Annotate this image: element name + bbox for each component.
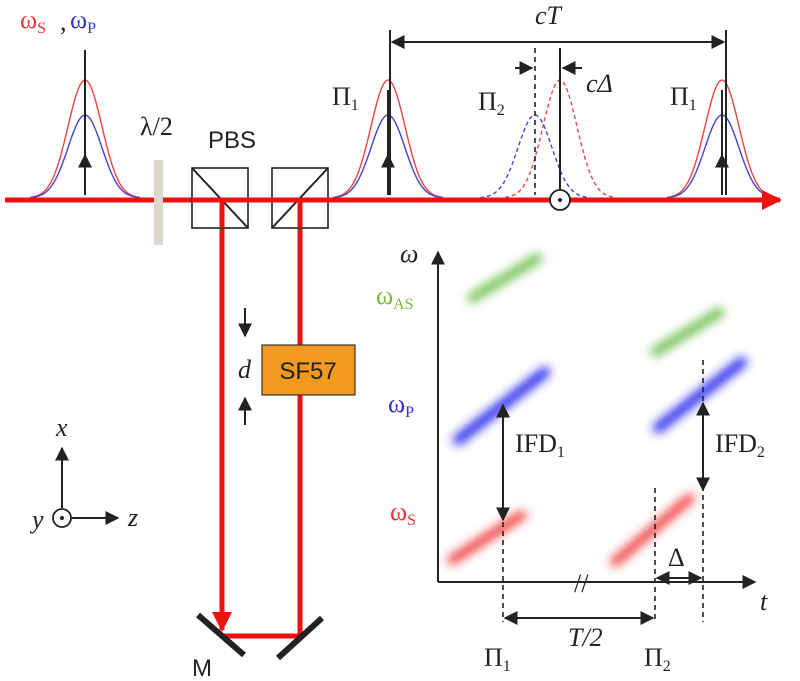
omega-axis-label: ω	[400, 239, 418, 268]
subscript: S	[407, 512, 416, 529]
streak-p	[653, 357, 747, 433]
pulse-2-label: Π2	[644, 643, 671, 675]
symbol: ω	[20, 5, 37, 34]
streak-as	[650, 307, 725, 357]
subscript: 1	[351, 97, 359, 114]
waveplate	[154, 160, 163, 245]
pulse-envelope	[332, 79, 444, 199]
streak-s	[610, 493, 695, 567]
omega-p-label: ωP	[70, 5, 96, 37]
mirror-label: M	[192, 655, 212, 681]
mirror	[196, 612, 246, 658]
subscript: S	[37, 20, 46, 37]
subscript: AS	[393, 296, 413, 313]
pulse-label: Π2	[478, 87, 505, 119]
sf57-plate	[261, 344, 356, 396]
z-label: z	[127, 503, 138, 532]
pulse-label: Π1	[670, 82, 697, 114]
subscript: 2	[663, 658, 671, 675]
subscript: 1	[689, 97, 697, 114]
sf57-label: SF57	[279, 358, 336, 385]
x-label: x	[55, 413, 68, 442]
subscript: 1	[557, 444, 565, 461]
waveplate-label: λ/2	[140, 112, 173, 141]
y-axis-dot	[60, 516, 64, 520]
polarization-dot	[558, 198, 562, 202]
symbol: ω	[390, 497, 407, 526]
pulse-envelope	[666, 79, 778, 199]
symbol: ω	[388, 389, 405, 418]
symbol: Π	[644, 643, 663, 672]
half-period-label: T/2	[568, 623, 603, 652]
subscript: 2	[497, 102, 505, 119]
pulse-label: Π1	[332, 82, 359, 114]
symbol: IFD	[515, 429, 557, 458]
axis-break: //	[574, 569, 589, 598]
pbs-label: PBS	[208, 127, 256, 154]
symbol: ω	[70, 5, 87, 34]
subscript: 2	[757, 444, 765, 461]
delay-label: Δ	[668, 543, 685, 572]
streak-as	[467, 253, 543, 303]
symbol: IFD	[715, 429, 757, 458]
streak-s	[447, 510, 527, 565]
symbol: Π	[484, 643, 503, 672]
offset-label: cΔ	[586, 69, 613, 98]
separator: ,	[60, 7, 67, 36]
symbol: Π	[478, 87, 497, 116]
thickness-label: d	[238, 355, 252, 384]
ifd-2-label: IFD2	[715, 429, 765, 461]
y-label: y	[29, 505, 44, 534]
pulse-1-label: Π1	[484, 643, 511, 675]
subscript: P	[87, 20, 96, 37]
subscript: P	[405, 404, 414, 421]
symbol: Π	[670, 82, 689, 111]
omega-p-label: ωP	[388, 389, 414, 421]
omega-as-label: ωAS	[376, 281, 414, 313]
period-label: cT	[535, 1, 563, 30]
symbol: ω	[376, 281, 393, 310]
mirror	[275, 615, 325, 661]
t-axis-label: t	[760, 587, 768, 616]
omega-s-label: ωS	[20, 5, 46, 37]
streaks	[447, 253, 747, 567]
symbol: Π	[332, 82, 351, 111]
omega-s-label: ωS	[390, 497, 416, 529]
ifd-1-label: IFD1	[515, 429, 565, 461]
subscript: 1	[503, 658, 511, 675]
